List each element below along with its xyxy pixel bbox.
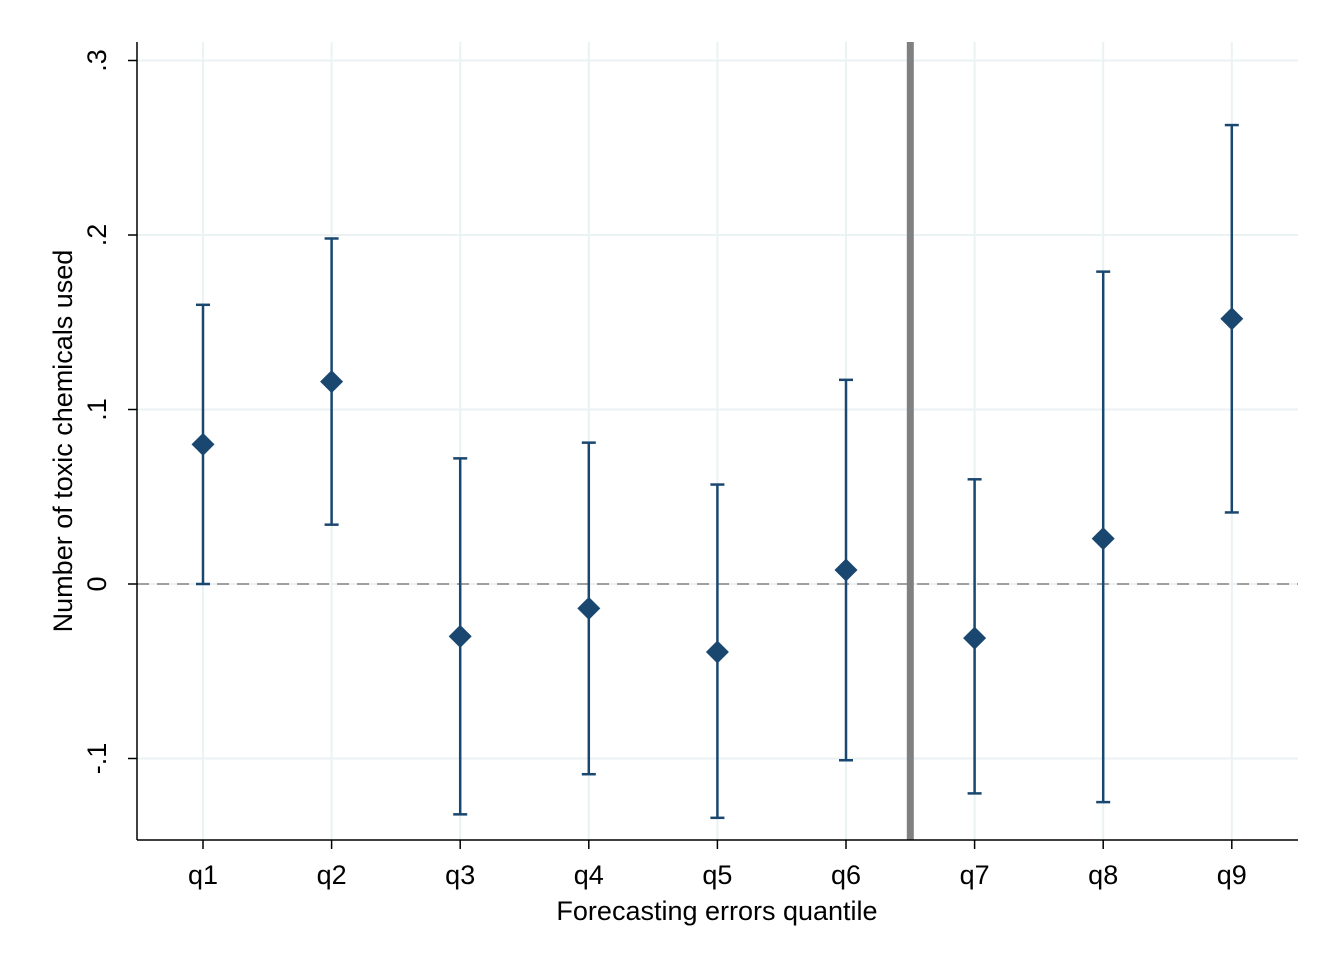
point-estimate-marker xyxy=(320,370,344,394)
point-estimate-marker xyxy=(834,558,858,582)
estimate-q1 xyxy=(191,303,215,586)
point-estimate-marker xyxy=(577,596,601,620)
x-tick-label: q8 xyxy=(1088,860,1118,890)
x-tick-label: q1 xyxy=(188,860,218,890)
estimate-q7 xyxy=(963,478,987,795)
estimate-q2 xyxy=(320,237,344,526)
point-estimate-marker xyxy=(705,640,729,664)
x-tick-label: q7 xyxy=(960,860,990,890)
estimate-q3 xyxy=(448,457,472,816)
y-axis-title: Number of toxic chemicals used xyxy=(48,250,78,633)
point-estimate-marker xyxy=(1220,307,1244,331)
estimate-q4 xyxy=(577,441,601,776)
data-marks xyxy=(191,123,1244,820)
y-tick-label: -.1 xyxy=(82,743,112,775)
estimate-q5 xyxy=(705,483,729,820)
point-estimate-marker xyxy=(448,624,472,648)
estimate-q6 xyxy=(834,378,858,762)
x-tick-label: q6 xyxy=(831,860,861,890)
x-tick-label: q4 xyxy=(574,860,604,890)
estimate-q8 xyxy=(1091,270,1115,804)
x-tick-label: q3 xyxy=(445,860,475,890)
x-axis-title: Forecasting errors quantile xyxy=(556,896,877,926)
x-tick-label: q5 xyxy=(702,860,732,890)
point-estimate-marker xyxy=(1091,527,1115,551)
x-tick-label: q9 xyxy=(1217,860,1247,890)
x-tick-label: q2 xyxy=(317,860,347,890)
y-tick-label: .3 xyxy=(82,49,112,72)
point-estimate-marker xyxy=(191,432,215,456)
ticks: -.1 0 .1 .2 .3 q1 q2 q3 q4 q5 q6 q7 q8 q9 xyxy=(82,49,1247,890)
y-tick-label: .1 xyxy=(82,398,112,421)
y-tick-label: 0 xyxy=(82,576,112,591)
estimate-q9 xyxy=(1220,123,1244,514)
y-tick-label: .2 xyxy=(82,224,112,247)
point-estimate-marker xyxy=(963,626,987,650)
